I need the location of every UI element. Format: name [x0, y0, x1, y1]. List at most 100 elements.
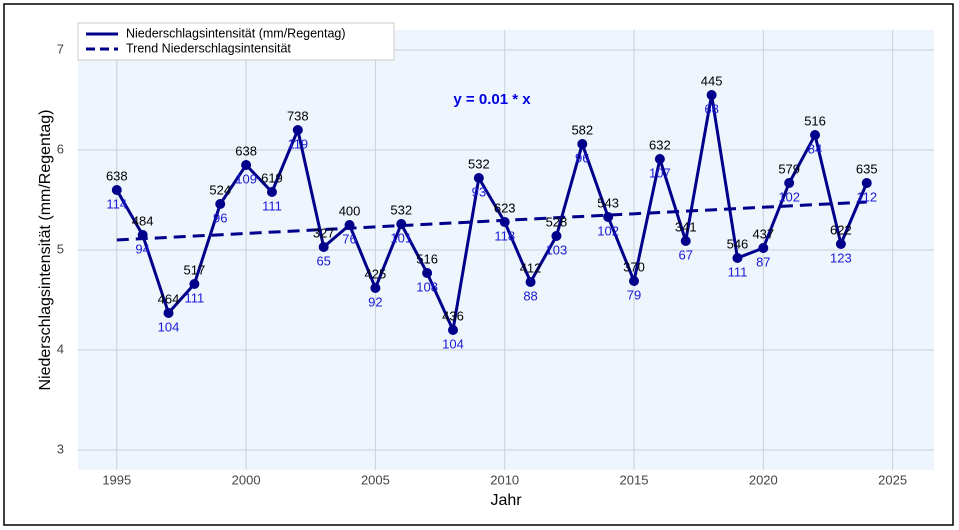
data-point — [422, 268, 433, 278]
top-label: 436 — [442, 308, 464, 323]
bottom-label: 119 — [287, 136, 308, 151]
data-point — [318, 242, 329, 252]
top-label: 622 — [830, 222, 852, 237]
y-tick-label: 4 — [57, 341, 64, 356]
top-label: 579 — [778, 161, 800, 176]
data-point — [654, 154, 665, 164]
legend-label: Niederschlagsintensität (mm/Regentag) — [126, 26, 346, 40]
data-point — [784, 178, 795, 188]
data-point — [629, 276, 640, 286]
data-point — [189, 279, 200, 289]
legend-label: Trend Niederschlagsintensität — [126, 41, 291, 55]
data-point — [680, 236, 691, 246]
top-label: 341 — [675, 219, 697, 234]
bottom-label: 111 — [184, 290, 204, 305]
data-point — [577, 139, 588, 149]
x-tick-label: 2020 — [749, 472, 778, 487]
top-label: 623 — [494, 200, 516, 215]
x-tick-label: 2005 — [361, 472, 390, 487]
y-axis-title: Niederschlagsintensität (mm/Regentag) — [37, 109, 54, 390]
top-label: 638 — [235, 143, 257, 158]
bottom-label: 112 — [856, 189, 877, 204]
bottom-label: 88 — [523, 288, 537, 303]
trend-line — [116, 200, 867, 242]
bottom-label: 101 — [390, 230, 412, 245]
bottom-label: 102 — [597, 223, 619, 238]
top-label: 532 — [390, 202, 412, 217]
bottom-label: 108 — [416, 279, 438, 294]
x-axis-title: Jahr — [490, 492, 522, 509]
top-label: 546 — [727, 236, 749, 251]
data-point — [241, 160, 252, 170]
bottom-label: 93 — [472, 184, 486, 199]
data-point — [473, 173, 484, 183]
data-point — [111, 185, 122, 195]
top-label: 635 — [856, 161, 878, 176]
y-tick-label: 6 — [57, 141, 64, 156]
bottom-label: 68 — [704, 101, 718, 116]
bottom-label: 92 — [368, 294, 382, 309]
top-label: 412 — [520, 260, 542, 275]
y-tick-label: 7 — [57, 41, 64, 56]
top-label: 738 — [287, 108, 309, 123]
bottom-label: 87 — [756, 254, 770, 269]
bottom-label: 111 — [262, 198, 282, 213]
bottom-label: 94 — [135, 241, 149, 256]
data-point — [706, 90, 717, 100]
top-label: 516 — [804, 113, 826, 128]
bottom-label: 107 — [649, 165, 671, 180]
top-label: 517 — [184, 262, 206, 277]
bottom-label: 102 — [778, 189, 800, 204]
x-tick-label: 1995 — [102, 472, 131, 487]
data-point — [758, 243, 769, 253]
top-label: 524 — [209, 182, 231, 197]
data-point — [266, 187, 277, 197]
bottom-label: 109 — [235, 171, 257, 186]
data-point — [292, 125, 303, 135]
top-label: 437 — [752, 226, 774, 241]
bottom-label: 96 — [575, 150, 589, 165]
bottom-label: 67 — [678, 247, 692, 262]
bottom-label: 104 — [158, 319, 180, 334]
x-tick-label: 2000 — [232, 472, 261, 487]
top-label: 327 — [313, 225, 335, 240]
y-tick-label: 5 — [57, 241, 64, 256]
top-label: 619 — [261, 170, 283, 185]
top-label: 632 — [649, 137, 671, 152]
data-point — [215, 199, 226, 209]
bottom-label: 114 — [106, 196, 127, 211]
top-label: 425 — [365, 266, 387, 281]
data-point — [370, 283, 381, 293]
top-label: 370 — [623, 259, 645, 274]
top-label: 528 — [546, 214, 568, 229]
top-label: 532 — [468, 156, 490, 171]
bottom-label: 103 — [546, 242, 568, 257]
bottom-label: 104 — [442, 336, 464, 351]
legend-box — [77, 22, 395, 61]
y-tick-label: 3 — [57, 441, 64, 456]
bottom-label: 96 — [213, 210, 227, 225]
top-label: 543 — [597, 195, 619, 210]
data-point — [861, 178, 872, 188]
data-point — [732, 253, 743, 263]
bottom-label: 118 — [494, 228, 515, 243]
top-label: 484 — [132, 213, 154, 228]
data-point — [525, 277, 536, 287]
bottom-label: 123 — [830, 250, 852, 265]
data-point — [551, 231, 562, 241]
data-point — [447, 325, 458, 335]
x-tick-label: 2025 — [878, 472, 907, 487]
bottom-label: 79 — [627, 287, 641, 302]
bottom-label: 65 — [316, 253, 330, 268]
top-label: 400 — [339, 203, 361, 218]
data-point — [163, 308, 174, 318]
top-label: 516 — [416, 251, 438, 266]
x-tick-label: 2010 — [490, 472, 519, 487]
annotation: y = 0.01 * x — [453, 91, 531, 108]
x-tick-label: 2015 — [620, 472, 649, 487]
data-point — [835, 239, 846, 249]
bottom-label: 84 — [808, 141, 822, 156]
data-point — [810, 130, 821, 140]
bottom-label: 111 — [728, 264, 748, 279]
